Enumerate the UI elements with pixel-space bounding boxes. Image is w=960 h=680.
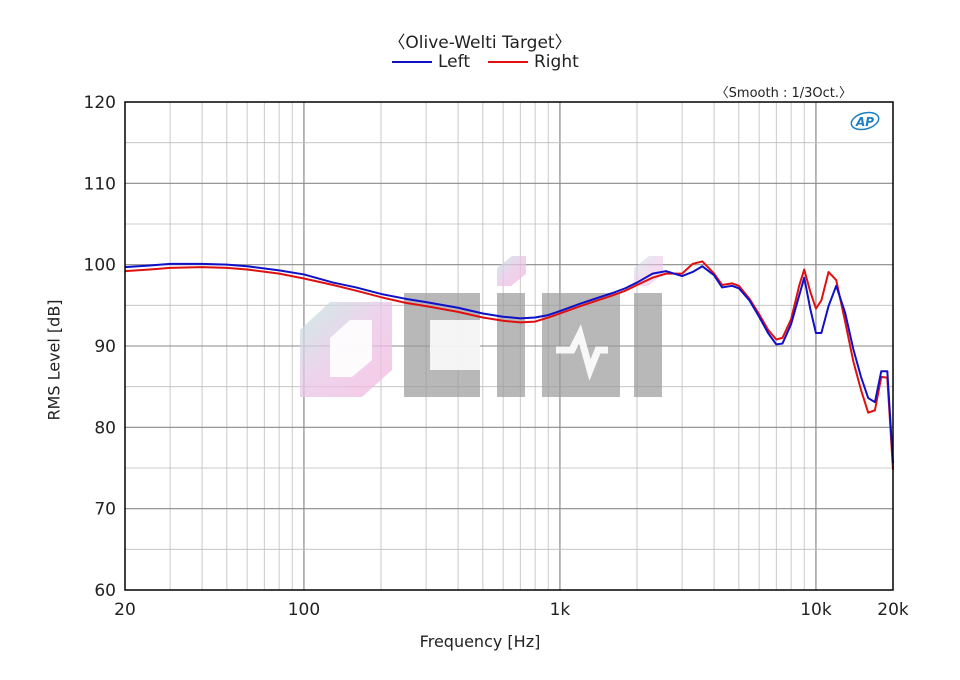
y-tick-label: 110 xyxy=(84,174,116,194)
x-tick-label: 20k xyxy=(877,600,909,620)
series-layer xyxy=(124,260,894,470)
series-line-right xyxy=(124,260,894,470)
ap-logo: AP xyxy=(850,111,880,131)
smoothing-annotation: 〈Smooth : 1/3Oct.〉 xyxy=(715,86,852,101)
y-tick-label: 80 xyxy=(94,418,116,438)
series-line-left xyxy=(124,262,894,464)
dhifi-watermark xyxy=(300,256,663,397)
legend-swatch-left xyxy=(392,61,432,63)
plot-frame xyxy=(124,101,894,591)
x-tick-label: 20 xyxy=(114,600,136,620)
legend-swatch-right xyxy=(488,61,528,63)
y-tick-label: 90 xyxy=(94,337,116,357)
y-tick-label: 60 xyxy=(94,581,116,601)
y-tick-label: 120 xyxy=(84,93,116,113)
legend-label-right: Right xyxy=(534,52,579,72)
y-tick-label: 100 xyxy=(84,256,116,276)
x-axis-label: Frequency [Hz] xyxy=(419,632,541,651)
legend-label-left: Left xyxy=(438,52,470,72)
x-tick-label: 100 xyxy=(288,600,320,620)
ap-logo-text: AP xyxy=(855,115,874,129)
x-tick-label: 10k xyxy=(800,600,832,620)
tick-layer: 60 70 80 90 100 110 120 20 100 1k 10k 20k xyxy=(84,93,909,620)
y-tick-label: 70 xyxy=(94,500,116,520)
chart-title: 〈Olive-Welti Target〉 xyxy=(388,33,572,53)
x-tick-label: 1k xyxy=(550,600,571,620)
